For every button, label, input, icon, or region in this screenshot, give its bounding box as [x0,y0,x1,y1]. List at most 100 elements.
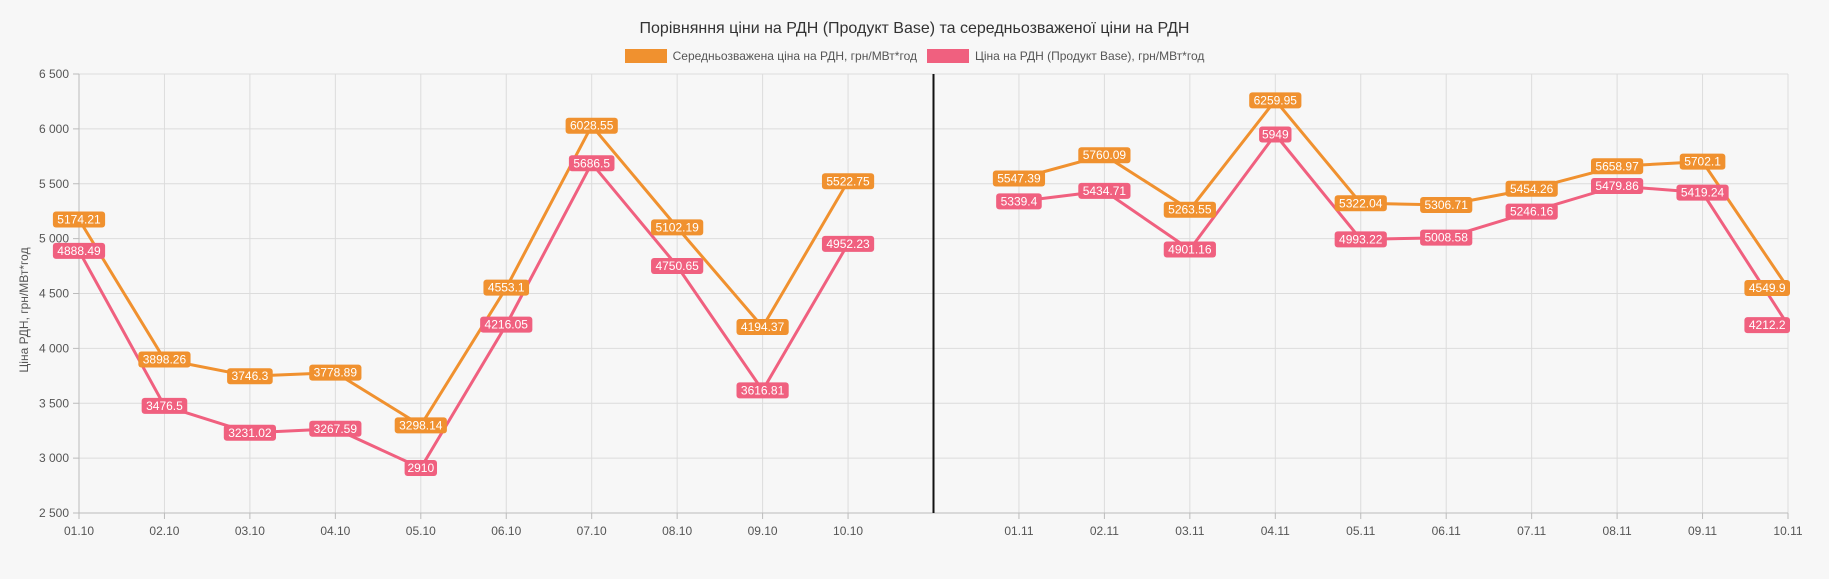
data-label: 5686.5 [568,155,615,172]
data-label-box [404,460,437,477]
y-tick-label: 3 000 [39,451,69,465]
legend-label-weighted-price: Середньозважена ціна на РДН, грн/МВт*год [672,49,917,63]
data-label-box [736,319,789,336]
y-tick-label: 6 500 [39,67,69,81]
data-label-box [483,279,530,296]
x-tick-label: 01.10 [64,524,94,538]
data-label-text: 5174.21 [57,213,101,227]
data-label-text: 4553.1 [488,281,525,295]
data-label-box [565,117,618,134]
data-label-text: 5008.58 [1425,231,1469,245]
data-label-box [1163,241,1216,258]
data-label: 5306.71 [1420,196,1473,213]
x-tick-label: 06.11 [1432,524,1461,538]
data-label-box [1334,231,1387,248]
data-label-text: 5479.86 [1595,179,1639,193]
data-label-text: 3898.26 [143,353,187,367]
data-label: 5702.1 [1679,153,1726,170]
data-label-text: 4888.49 [57,244,101,258]
data-label: 4216.05 [480,316,533,333]
x-tick-label: 08.10 [662,524,692,538]
data-label-box [1259,126,1292,143]
data-label-text: 4901.16 [1168,242,1212,256]
x-tick-label: 08.11 [1603,524,1632,538]
data-label-box [1163,201,1216,218]
data-label: 5522.75 [821,173,875,190]
data-label-text: 3231.02 [228,426,272,440]
data-label: 5949 [1259,126,1292,143]
data-label: 4549.9 [1744,280,1790,297]
data-label-box [52,211,106,228]
data-label: 5339.4 [996,193,1042,210]
data-label: 4750.65 [651,257,704,274]
data-label-text: 5949 [1262,127,1289,141]
x-tick-label: 03.11 [1175,524,1204,538]
legend-item-weighted-price[interactable]: Середньозважена ціна на РДН, грн/МВт*год [624,49,917,63]
data-label-box [1249,92,1302,109]
data-label: 5322.04 [1334,195,1387,212]
data-label-text: 4212.2 [1749,318,1786,332]
data-label: 5434.71 [1078,182,1131,199]
data-label-text: 5339.4 [1001,194,1038,208]
data-label-text: 5102.19 [655,220,699,234]
data-label: 5246.16 [1505,203,1558,220]
data-label-box [227,368,273,385]
data-label-box [736,382,789,399]
data-label-text: 5322.04 [1339,196,1383,210]
legend-swatch-base-price [926,49,969,63]
data-label-text: 4194.37 [741,320,785,334]
x-tick-label: 07.10 [577,524,607,538]
data-label: 5419.24 [1676,184,1729,201]
data-label-box [138,351,191,368]
x-tick-label: 05.11 [1346,524,1375,538]
data-label-box [651,219,704,236]
data-label-box [141,397,188,414]
data-label: 5760.09 [1078,147,1131,164]
data-label: 4952.23 [821,235,875,252]
data-label-text: 5306.71 [1425,198,1469,212]
data-label: 5008.58 [1420,229,1473,246]
data-label-box [1078,182,1131,199]
data-label: 3267.59 [309,420,362,437]
data-label: 3231.02 [223,424,276,441]
data-label-text: 6028.55 [570,119,614,133]
series-line-1 [77,161,850,470]
data-label-box [992,170,1046,187]
data-label: 3616.81 [736,382,789,399]
data-label: 3476.5 [141,397,188,414]
data-label-box [1591,158,1644,175]
data-label-text: 5547.39 [997,172,1041,186]
data-label-box [480,316,533,333]
data-label-text: 4750.65 [655,259,699,273]
data-label-text: 5522.75 [826,174,870,188]
y-tick-label: 3 500 [39,396,69,410]
y-tick-label: 5 000 [39,232,69,246]
x-tick-label: 10.11 [1773,524,1802,538]
data-label-text: 5702.1 [1684,155,1721,169]
data-label-box [1505,203,1558,220]
data-label: 5102.19 [651,219,704,236]
data-label-text: 4549.9 [1749,281,1786,295]
data-label: 2910 [404,460,437,477]
x-tick-label: 09.10 [748,524,778,538]
y-tick-label: 6 000 [39,122,69,136]
data-label-text: 5658.97 [1595,159,1639,173]
series-layer [77,98,1790,470]
data-label-text: 3476.5 [146,399,183,413]
legend-label-base-price: Ціна на РДН (Продукт Base), грн/МВт*год [974,49,1205,63]
data-label-text: 5760.09 [1083,148,1127,162]
y-tick-label: 5 500 [39,177,69,191]
legend-item-base-price[interactable]: Ціна на РДН (Продукт Base), грн/МВт*год [926,49,1205,63]
chart-title: Порівняння ціни на РДН (Продукт Base) та… [639,20,1190,37]
y-axis-label: Ціна РДН, грн/МВт*год [17,247,31,372]
data-label-text: 5263.55 [1168,203,1212,217]
data-label-text: 3616.81 [741,383,785,397]
data-label-text: 3298.14 [399,418,443,432]
data-label: 6259.95 [1249,92,1302,109]
y-tick-label: 2 500 [39,506,69,520]
data-label-box [1679,153,1726,170]
data-label: 4553.1 [483,279,530,296]
data-label-box [309,364,362,381]
x-tick-label: 04.10 [320,524,350,538]
x-tick-label: 04.11 [1261,524,1290,538]
